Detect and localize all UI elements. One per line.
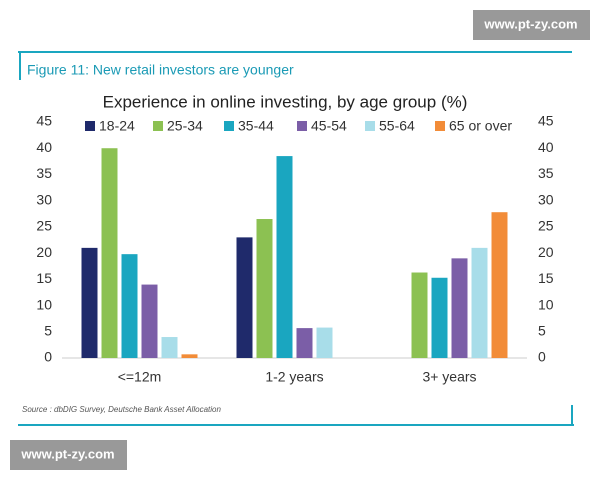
y-tick-label: 45	[36, 113, 52, 129]
x-tick-label: 1-2 years	[265, 369, 323, 385]
x-tick-label: 3+ years	[422, 369, 476, 385]
legend-swatch	[365, 121, 375, 131]
bar	[121, 254, 138, 358]
y2-tick-label: 5	[538, 322, 546, 338]
legend-label: 25-34	[167, 118, 203, 134]
watermark: www.pt-zy.com	[483, 16, 577, 31]
bar	[296, 328, 313, 358]
chart-title: Experience in online investing, by age g…	[103, 92, 468, 111]
bar	[161, 337, 178, 358]
y2-tick-label: 35	[538, 165, 554, 181]
y2-tick-label: 15	[538, 270, 554, 286]
legend-swatch	[224, 121, 234, 131]
watermark: www.pt-zy.com	[20, 446, 114, 461]
bar	[276, 156, 293, 358]
watermark-box	[473, 10, 590, 40]
bar	[316, 327, 333, 358]
y-tick-label: 35	[36, 165, 52, 181]
bar	[471, 247, 488, 358]
legend-swatch	[85, 121, 95, 131]
legend-swatch	[435, 121, 445, 131]
y2-tick-label: 0	[538, 349, 546, 365]
y2-tick-label: 30	[538, 191, 554, 207]
legend-swatch	[297, 121, 307, 131]
y-tick-label: 15	[36, 270, 52, 286]
bar	[431, 277, 448, 358]
figure-label: Figure 11: New retail investors are youn…	[27, 62, 294, 78]
y-tick-label: 25	[36, 218, 52, 234]
legend-label: 35-44	[238, 118, 274, 134]
watermark-box	[10, 440, 127, 470]
legend-label: 65 or over	[449, 118, 512, 134]
bar	[411, 272, 428, 358]
bar	[451, 258, 468, 358]
legend-label: 18-24	[99, 118, 135, 134]
y-tick-label: 30	[36, 191, 52, 207]
y-tick-label: 10	[36, 296, 52, 312]
x-tick-label: <=12m	[118, 369, 162, 385]
y-tick-label: 20	[36, 244, 52, 260]
legend-swatch	[153, 121, 163, 131]
source: Source : dbDIG Survey, Deutsche Bank Ass…	[22, 405, 221, 414]
y-tick-label: 40	[36, 139, 52, 155]
bar	[256, 219, 273, 358]
bar	[101, 148, 118, 358]
legend-label: 45-54	[311, 118, 347, 134]
bar	[141, 284, 158, 358]
y2-tick-label: 10	[538, 296, 554, 312]
y2-tick-label: 25	[538, 218, 554, 234]
y2-tick-label: 20	[538, 244, 554, 260]
legend-label: 55-64	[379, 118, 415, 134]
y2-tick-label: 45	[538, 113, 554, 129]
y-tick-label: 5	[44, 322, 52, 338]
bar	[236, 237, 253, 358]
bar	[181, 354, 198, 358]
bar	[81, 247, 98, 358]
bar	[491, 212, 508, 358]
y2-tick-label: 40	[538, 139, 554, 155]
y-tick-label: 0	[44, 349, 52, 365]
